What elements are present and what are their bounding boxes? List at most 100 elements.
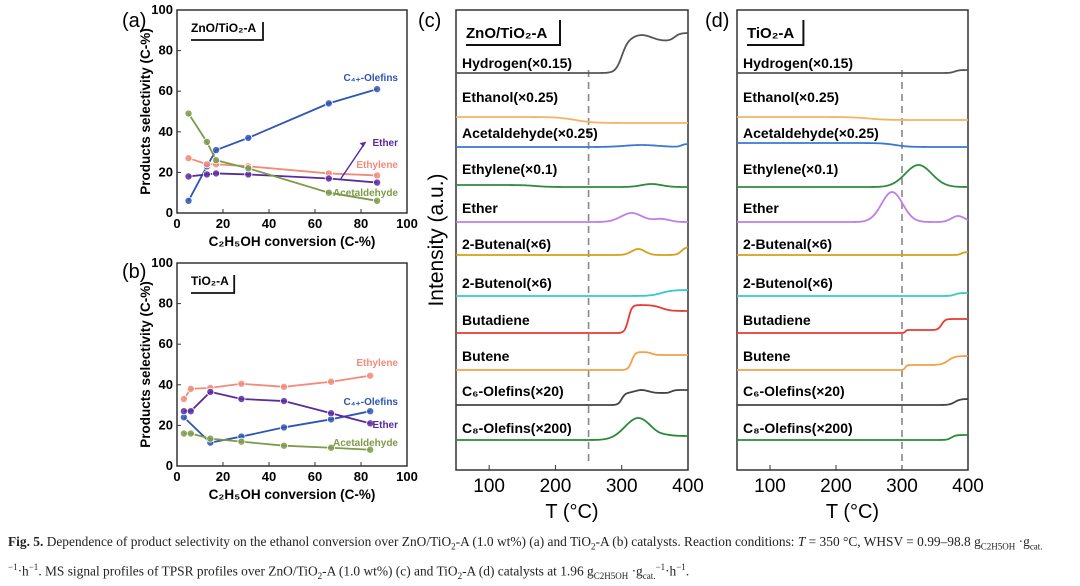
data-point (179, 395, 188, 404)
trace-label: Ethanol(×0.25) (743, 89, 839, 105)
x-tick-label: 300 (886, 476, 918, 497)
trace-label: Hydrogen(×0.15) (743, 55, 853, 71)
trace-ether: Ether (737, 191, 969, 223)
caption-segment: -A (1.0 wt%) (a) and TiO (455, 534, 592, 549)
trace-label: 2-Butenal(×6) (462, 236, 551, 252)
data-point (206, 387, 215, 396)
data-point (202, 170, 211, 179)
series-line (187, 88, 378, 202)
trace-2butenol6: 2-Butenol(×6) (737, 275, 969, 297)
trace-label: C₈-Olefins(×200) (462, 420, 572, 436)
series-colefins (184, 85, 382, 205)
panel-label: (b) (122, 261, 146, 283)
x-tick-label: 200 (540, 476, 572, 497)
x-tick-label: 20 (216, 469, 230, 484)
legend-box-frame (466, 20, 561, 46)
series-label: Acetaldehyde (333, 438, 398, 449)
trace-line (456, 212, 689, 223)
data-point (237, 379, 246, 388)
x-tick-label: 80 (354, 469, 368, 484)
caption-segment: = 350 °C, WHSV = 0.99–98.8 g (805, 534, 981, 549)
y-tick-label: 0 (166, 458, 173, 473)
y-axis-label: Products selectivity (C-%) (138, 28, 153, 195)
panel-label: (c) (418, 10, 441, 32)
x-axis-label: C₂H₅OH conversion (C-%) (209, 487, 376, 502)
data-point (327, 443, 336, 452)
trace-line (456, 116, 689, 124)
y-tick-label: 40 (159, 377, 173, 392)
plot-frame (736, 9, 969, 471)
trace-label: Ether (743, 200, 779, 216)
trace-acetaldehyde025: Acetaldehyde(×0.25) (456, 125, 689, 148)
trace-ether: Ether (456, 200, 689, 223)
caption-segment: −1 (8, 561, 18, 572)
trace-label: Ethylene(×0.1) (462, 161, 557, 177)
caption-segment: 2 (451, 541, 456, 552)
y-tick-label: 0 (166, 205, 173, 220)
trace-label: 2-Butenal(×6) (743, 236, 832, 252)
trace-label: Acetaldehyde(×0.25) (462, 125, 598, 141)
trace-hydrogen015: Hydrogen(×0.15) (737, 55, 969, 74)
trace-label: Ether (462, 200, 498, 216)
trace-line (737, 318, 968, 334)
caption-segment: −1 (28, 561, 39, 572)
data-point (202, 160, 211, 169)
trace-butadiene: Butadiene (737, 312, 968, 334)
x-tick-label: 100 (396, 216, 418, 231)
trace-line (456, 417, 689, 441)
trace-line (737, 69, 969, 74)
series-label: Ether (372, 420, 398, 431)
data-point (186, 429, 195, 438)
trace-label: Butadiene (462, 312, 530, 328)
data-point (279, 423, 288, 432)
series-label: Acetaldehyde (333, 188, 398, 199)
data-point (184, 172, 193, 181)
data-point (324, 174, 333, 183)
panel-b: (b) 0 20 40 60 80 100 0 20 40 60 80 100 C₂H₅OH conver… (122, 255, 418, 502)
legend-box-frame (747, 20, 805, 46)
series-acetaldehyde (184, 109, 382, 205)
data-point (212, 146, 221, 155)
trace-line (737, 116, 969, 121)
trace-line (456, 289, 689, 297)
legend-box-frame (191, 275, 236, 294)
series-label: Ethylene (356, 358, 398, 369)
data-point (202, 137, 211, 146)
trace-line (737, 164, 969, 188)
data-point (244, 133, 253, 142)
x-tick-label: 20 (216, 216, 230, 231)
y-tick-label: 80 (159, 43, 173, 58)
data-point (184, 154, 193, 163)
figure-5: (a) 0 20 40 60 80 100 0 20 40 60 80 100 C₂H₅OH conver… (122, 2, 984, 523)
trace-butene: Butene (456, 348, 688, 371)
caption-segment: −1 (676, 561, 686, 572)
trace-line (737, 398, 969, 406)
data-point (179, 407, 188, 416)
trace-colefins20: C₆-Olefins(×20) (737, 383, 969, 406)
caption-segment: ·h (665, 563, 677, 579)
trace-line (737, 251, 969, 256)
y-axis-label: Products selectivity (C-%) (138, 281, 153, 448)
caption-segment: -A (1.0 wt%) (c) and TiO (322, 563, 458, 579)
trace-label: Hydrogen(×0.15) (462, 55, 572, 71)
series-label: Ether (372, 138, 398, 149)
data-point (212, 169, 221, 178)
x-axis-label: C₂H₅OH conversion (C-%) (209, 234, 376, 249)
caption-segment: cat. (642, 570, 656, 581)
trace-ethylene01: Ethylene(×0.1) (737, 161, 969, 188)
panel-a: (a) 0 20 40 60 80 100 0 20 40 60 80 100 C₂H₅OH conver… (122, 2, 418, 249)
x-tick-label: 40 (262, 216, 276, 231)
data-point (327, 377, 336, 386)
trace-line (456, 351, 688, 371)
trace-2butenal6: 2-Butenal(×6) (737, 236, 969, 256)
trace-label: Acetaldehyde(×0.25) (743, 125, 879, 141)
caption-segment: C2H5OH (980, 541, 1016, 552)
trace-ethanol025: Ethanol(×0.25) (456, 89, 689, 124)
x-tick-label: 0 (173, 469, 180, 484)
legend-box-label: TiO₂-A (747, 25, 794, 42)
data-point (186, 384, 195, 393)
caption-segment: cat. (1029, 541, 1043, 552)
x-tick-label: 300 (606, 476, 638, 497)
series-ethylene (179, 371, 375, 404)
trace-colefins20: C₆-Olefins(×20) (456, 383, 689, 406)
